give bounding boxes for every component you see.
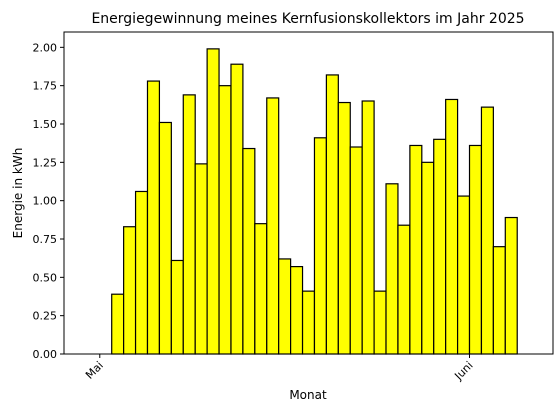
y-axis: 0.00 0.25 0.50 0.75 1.00 1.25 1.50 1.75 2.00 [33,41,64,361]
bar [385,183,399,355]
bar [397,224,411,355]
bar [170,259,184,355]
bar [313,137,327,355]
bar [158,121,172,355]
y-tick-label: 1.25 [33,156,58,169]
x-tick-label: Juni [451,359,475,383]
bar [194,163,208,355]
y-tick-label: 1.00 [33,195,58,208]
x-axis-label: Monat [289,388,327,402]
bar [254,223,268,355]
bar [468,144,483,355]
bar [206,48,220,355]
bar [242,147,256,355]
bar [111,293,125,355]
bar [218,85,232,355]
chart-title: Energiegewinnung meines Kernfusionskolle… [91,11,524,27]
bar [421,161,435,355]
bar [433,138,447,355]
bar [134,190,149,355]
bar [456,195,471,355]
bar [278,258,292,355]
x-axis: Mai Juni [83,354,476,383]
bar [123,226,137,355]
y-tick-label: 2.00 [33,41,58,54]
y-tick-label: 0.25 [33,310,58,323]
bars [111,48,518,355]
plot-frame [63,31,554,355]
y-tick-label: 0.75 [33,233,58,246]
bar [230,63,244,355]
bar [266,97,280,355]
bar [182,94,196,355]
bar [325,74,339,355]
bar [492,246,506,355]
bar [290,266,304,355]
bar [504,216,518,355]
bar [480,106,494,355]
y-tick-label: 1.75 [33,80,58,93]
bar [337,101,351,355]
y-tick-label: 1.50 [33,118,58,131]
y-tick-label: 0.00 [33,348,58,361]
bar [409,144,423,355]
bar [373,290,387,355]
bar [445,98,459,355]
y-tick-label: 0.50 [33,271,58,284]
bar [361,100,375,355]
y-axis-label: Energie in kWh [11,148,25,239]
bar [301,290,316,355]
bar [349,146,363,355]
bar [146,80,161,355]
x-tick-label: Mai [83,359,106,382]
